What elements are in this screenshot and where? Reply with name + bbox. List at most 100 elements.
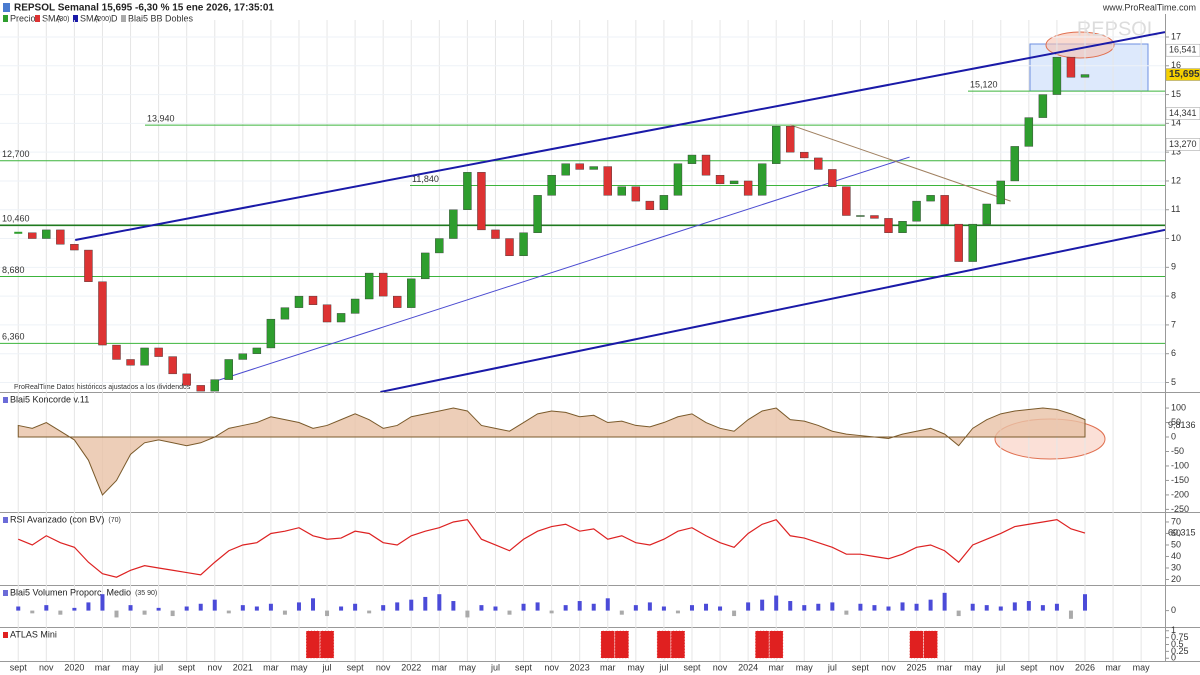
- x-tick-label: nov: [39, 662, 54, 672]
- candle: [407, 278, 416, 308]
- volume-bar: [296, 602, 301, 611]
- y-tick-label: -200: [1171, 489, 1189, 499]
- volume-bar: [128, 605, 133, 611]
- volume-bar: [170, 610, 175, 617]
- signal-bar: [319, 630, 335, 659]
- y-tick-label: 5: [1171, 377, 1176, 387]
- legend-text: (30): [57, 16, 69, 23]
- candle: [701, 154, 711, 176]
- candle: [98, 281, 107, 346]
- volume-bar: [577, 601, 582, 611]
- volume-bar: [984, 605, 989, 611]
- volume-bar: [226, 610, 231, 614]
- candle: [771, 126, 781, 164]
- volume-bar: [282, 610, 287, 615]
- legend-swatch: [73, 15, 78, 22]
- level-label: 11,840: [412, 174, 439, 184]
- y-tick-label: 50: [1171, 417, 1181, 427]
- candle: [757, 163, 767, 196]
- candle: [842, 186, 851, 216]
- x-tick-label: jul: [827, 662, 837, 672]
- price-tag: [1165, 107, 1200, 120]
- volume-bar: [254, 606, 259, 611]
- volume-bar: [367, 610, 372, 614]
- volume-bar: [563, 605, 568, 611]
- volume-bar: [479, 605, 484, 611]
- panel-icon: [3, 517, 8, 523]
- trend-line: [210, 156, 910, 384]
- candle: [926, 195, 935, 202]
- panel-title: Blai5 Volumen Proporc. Medio: [10, 587, 131, 597]
- header-title: REPSOL Semanal 15,695 -6,30 % 15 ene 202…: [14, 3, 274, 14]
- candle: [786, 126, 795, 153]
- trend-line: [789, 124, 1011, 202]
- volume-bar: [661, 606, 666, 611]
- candle: [84, 249, 93, 282]
- candle: [56, 229, 65, 245]
- candle: [449, 209, 458, 239]
- panel-borders: [0, 14, 1200, 662]
- candle: [154, 347, 163, 357]
- x-tick-label: sept: [178, 662, 196, 672]
- candle: [28, 232, 37, 239]
- y-tick-label: 60: [1171, 528, 1181, 538]
- x-tick-label: sept: [852, 662, 870, 672]
- signal-bar: [909, 630, 924, 659]
- volume-bar: [956, 610, 961, 617]
- volume-bar: [535, 602, 540, 611]
- candle: [645, 200, 655, 210]
- panel-icon: [3, 397, 8, 403]
- x-tick-label: mar: [768, 662, 784, 672]
- candle: [673, 163, 683, 196]
- panel-icon: [3, 632, 8, 638]
- candle: [238, 353, 248, 360]
- x-tick-label: may: [964, 662, 982, 672]
- candle: [1038, 94, 1048, 118]
- panel-title: RSI Avanzado (con BV): [10, 514, 104, 524]
- volume-bar: [1054, 603, 1059, 611]
- volume-bar: [409, 599, 414, 611]
- y-tick-label: 0: [1171, 605, 1176, 615]
- candle: [280, 307, 290, 320]
- signal-bar: [670, 630, 686, 659]
- candle: [252, 347, 262, 354]
- candle: [393, 295, 402, 308]
- level-label: 13,940: [147, 113, 175, 123]
- legend-swatch: [121, 15, 126, 22]
- signal-bar: [600, 630, 616, 659]
- volume-bar: [914, 603, 919, 611]
- volume-bar: [451, 601, 456, 611]
- candle: [421, 252, 430, 280]
- candle: [940, 195, 949, 225]
- candle: [477, 172, 486, 231]
- volume-bar: [942, 592, 947, 611]
- x-tick-label: mar: [263, 662, 279, 672]
- y-tick-label: 0.5: [1171, 639, 1184, 649]
- candle: [589, 166, 598, 170]
- y-tick-label: 0.25: [1171, 646, 1189, 656]
- trend-line: [380, 228, 1165, 392]
- y-tick-label: 6: [1171, 348, 1176, 358]
- x-tick-label: nov: [544, 662, 559, 672]
- level-label: 8,680: [2, 265, 25, 275]
- volume-bar: [998, 606, 1003, 611]
- volume-bar: [521, 603, 526, 611]
- x-tick-label: nov: [376, 662, 391, 672]
- candle: [435, 238, 444, 254]
- candle: [336, 313, 346, 323]
- volume-bar: [746, 602, 751, 611]
- volume-bar: [44, 605, 49, 611]
- x-tick-label: jul: [322, 662, 332, 672]
- y-tick-label: 16: [1171, 60, 1181, 70]
- panel-icon: [3, 590, 8, 596]
- x-tick-label: jul: [153, 662, 163, 672]
- candle: [729, 180, 739, 185]
- volume-bar: [437, 594, 442, 611]
- panel-param: (35 90): [135, 590, 157, 597]
- volume-bar: [325, 610, 330, 617]
- candle: [996, 180, 1005, 205]
- y-tick-label: 17: [1171, 31, 1181, 41]
- volume-bar: [858, 603, 863, 611]
- candle: [1024, 117, 1034, 147]
- y-tick-label: 9: [1171, 262, 1176, 272]
